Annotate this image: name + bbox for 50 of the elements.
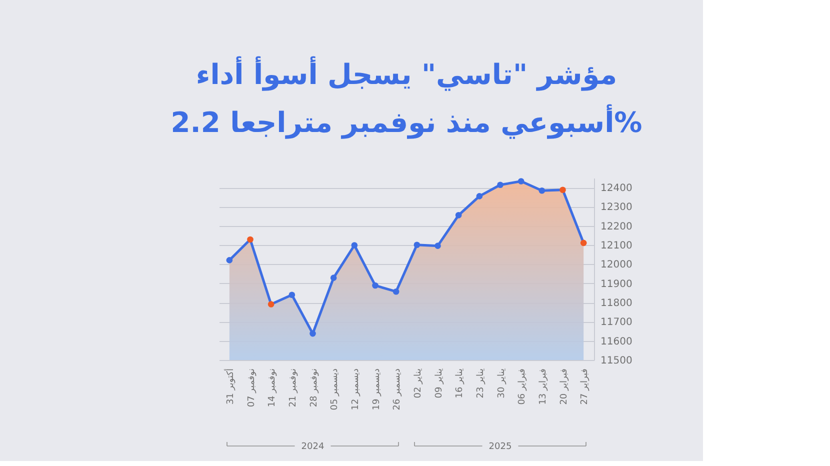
point — [414, 242, 420, 248]
point — [392, 288, 400, 295]
x-tick-label: 05 ديسمبر — [330, 368, 340, 410]
point — [455, 212, 462, 218]
point — [288, 292, 296, 298]
point — [330, 274, 337, 281]
x-tick-label: 20 فبراير — [559, 368, 570, 405]
x-tick-label: 21 نوفمبر — [288, 368, 298, 408]
point — [247, 236, 254, 243]
x-tick-label: 23 يناير — [476, 368, 486, 398]
y-tick-label: 12000 — [600, 260, 632, 271]
x-tick-label: 14 نوفمبر — [268, 368, 278, 408]
y-tick-label: 12300 — [600, 202, 632, 214]
point — [434, 242, 441, 249]
x-tick-label: 30 يناير — [496, 368, 507, 398]
point — [580, 240, 587, 246]
point — [226, 257, 233, 264]
x-tick-label: 28 نوفمبر — [309, 368, 320, 408]
x-tick-label: 16 يناير — [455, 368, 466, 398]
y-tick-label: 11600 — [600, 336, 632, 348]
y-tick-label: 12100 — [600, 240, 632, 252]
y-tick-label: 11700 — [600, 317, 632, 328]
point — [310, 330, 316, 337]
y-tick-label: 12200 — [600, 221, 632, 232]
x-tick-label: 06 فبراير — [518, 368, 528, 405]
x-tick-label: 02 يناير — [413, 368, 424, 398]
y-tick-label: 11900 — [600, 278, 632, 290]
point — [372, 282, 378, 289]
point — [538, 187, 546, 194]
x-tick-label: 09 يناير — [434, 368, 444, 398]
y-tick-label: 11500 — [600, 356, 632, 366]
x-tick-label: 07 نوفمبر — [246, 368, 257, 408]
point — [518, 178, 524, 184]
text: مؤشر "تاسي" يسجل أسوأ أداء — [196, 58, 618, 91]
text: 2025 — [488, 442, 512, 452]
text: 2024 — [301, 442, 324, 452]
point — [351, 242, 358, 248]
point — [268, 301, 274, 308]
point — [560, 186, 566, 194]
x-tick-label: 13 فبراير — [538, 368, 548, 405]
x-tick-label: 26 ديسمبر — [392, 368, 403, 410]
y-tick-label: 11800 — [600, 298, 632, 310]
point — [497, 182, 504, 188]
x-tick-label: 12 ديسمبر — [350, 368, 361, 410]
text: أسبوعي منذ نوفمبر متراجعا 2.2% — [170, 106, 642, 139]
y-tick-label: 12400 — [600, 183, 632, 194]
x-tick-label: 19 ديسمبر — [372, 368, 382, 410]
x-tick-label: 27 فبراير — [580, 368, 590, 405]
x-tick-label: 31 أكتوبر — [224, 368, 236, 404]
point — [476, 193, 483, 200]
